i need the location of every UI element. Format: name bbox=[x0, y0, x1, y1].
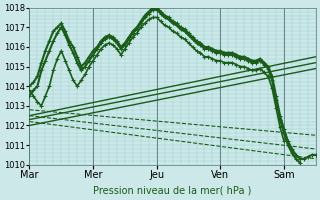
X-axis label: Pression niveau de la mer( hPa ): Pression niveau de la mer( hPa ) bbox=[93, 186, 252, 196]
